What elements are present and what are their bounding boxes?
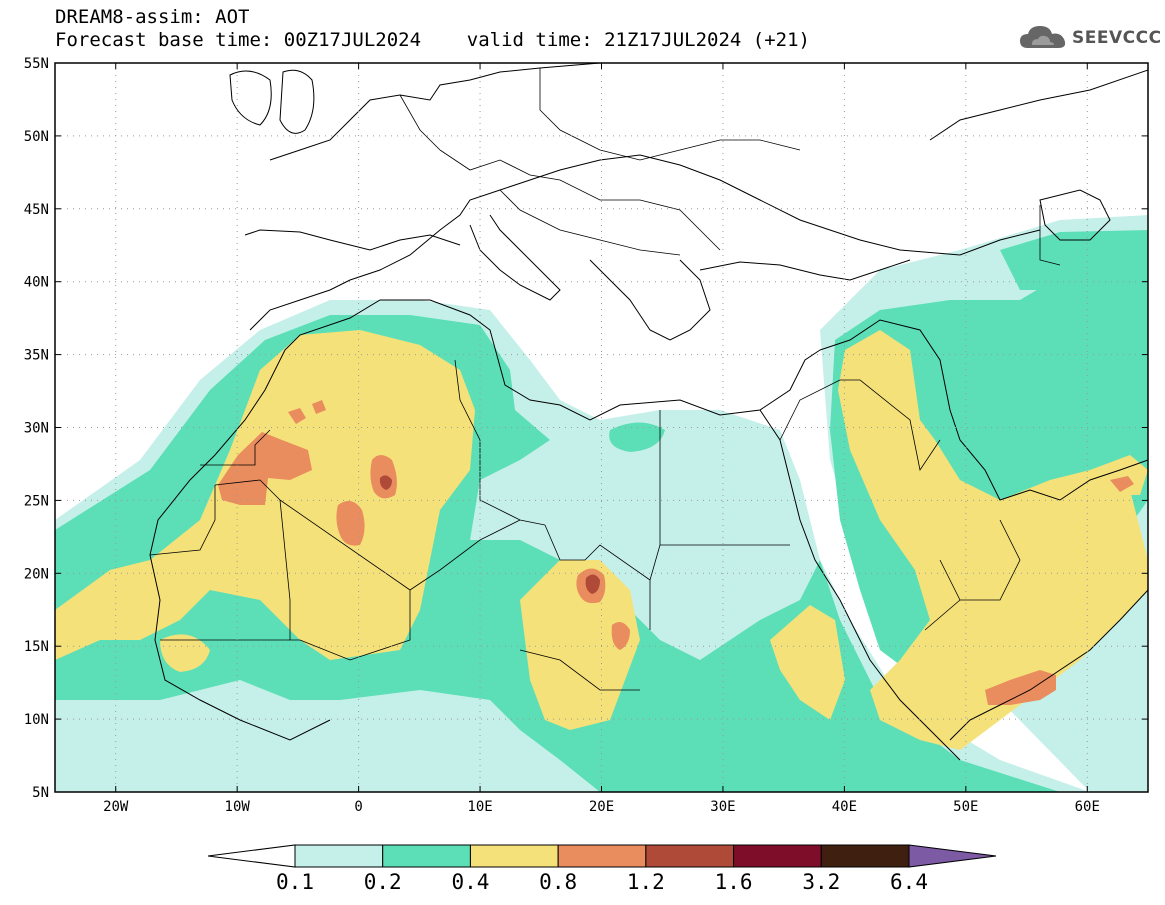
colorbar-label: 0.4	[451, 870, 489, 894]
graticule	[55, 63, 1148, 792]
lon-label: 30E	[710, 799, 735, 815]
lon-label: 20W	[103, 799, 129, 815]
colorbar-box	[469, 844, 559, 868]
forecast-time-line: Forecast base time: 00Z17JUL2024 valid t…	[55, 29, 810, 51]
colorbar-label: 0.1	[276, 870, 314, 894]
colorbar-box	[557, 844, 647, 868]
lat-label: 25N	[24, 493, 49, 509]
colorbar-box	[382, 844, 471, 868]
lat-label: 35N	[24, 348, 49, 364]
colorbar-label: 0.8	[539, 870, 577, 894]
lat-label: 10N	[24, 712, 49, 728]
colorbar-label: 1.6	[715, 870, 753, 894]
lon-label: 20E	[589, 799, 614, 815]
logo-text: SEEVCCC	[1072, 28, 1162, 48]
colorbar-label: 1.2	[627, 870, 665, 894]
lon-label: 10E	[467, 799, 492, 815]
aot-level-1-2	[379, 475, 600, 594]
seevccc-logo: SEEVCCC	[1018, 22, 1161, 56]
lat-label: 5N	[32, 785, 49, 801]
colorbar-box	[645, 844, 735, 868]
lat-label: 20N	[24, 566, 49, 582]
colorbar-label: 3.2	[802, 870, 840, 894]
colorbar: 0.1 0.2 0.4 0.8 1.2 1.6 3.2 6.4	[207, 844, 997, 894]
lat-label: 55N	[24, 56, 49, 72]
colorbar-box	[733, 844, 822, 868]
colorbar-label: 6.4	[890, 870, 928, 894]
lat-label: 40N	[24, 275, 49, 291]
lon-label: 10W	[225, 799, 251, 815]
aot-level-0-8	[218, 400, 1134, 705]
colorbar-box	[820, 844, 910, 868]
lon-label: 0	[354, 799, 362, 815]
colorbar-label: 0.2	[364, 870, 402, 894]
lon-label: 40E	[832, 799, 857, 815]
lat-label: 30N	[24, 421, 49, 437]
lat-label: 45N	[24, 202, 49, 218]
country-borders	[149, 68, 1061, 691]
lat-label: 50N	[24, 129, 49, 145]
aot-field	[55, 63, 1148, 792]
colorbar-over-triangle	[908, 844, 997, 868]
coastlines	[149, 63, 1148, 761]
map-axes: 55N 50N 45N 40N 35N 30N 25N 20N 15N 10N 5N 20W 10W 0 1…	[24, 56, 1148, 815]
cloud-icon	[1020, 26, 1066, 48]
colorbar-under-triangle	[207, 844, 296, 868]
lon-label: 60E	[1075, 799, 1100, 815]
map-title: DREAM8-assim: AOT	[55, 6, 250, 28]
colorbar-box	[294, 844, 384, 868]
lat-label: 15N	[24, 639, 49, 655]
lon-label: 50E	[953, 799, 978, 815]
